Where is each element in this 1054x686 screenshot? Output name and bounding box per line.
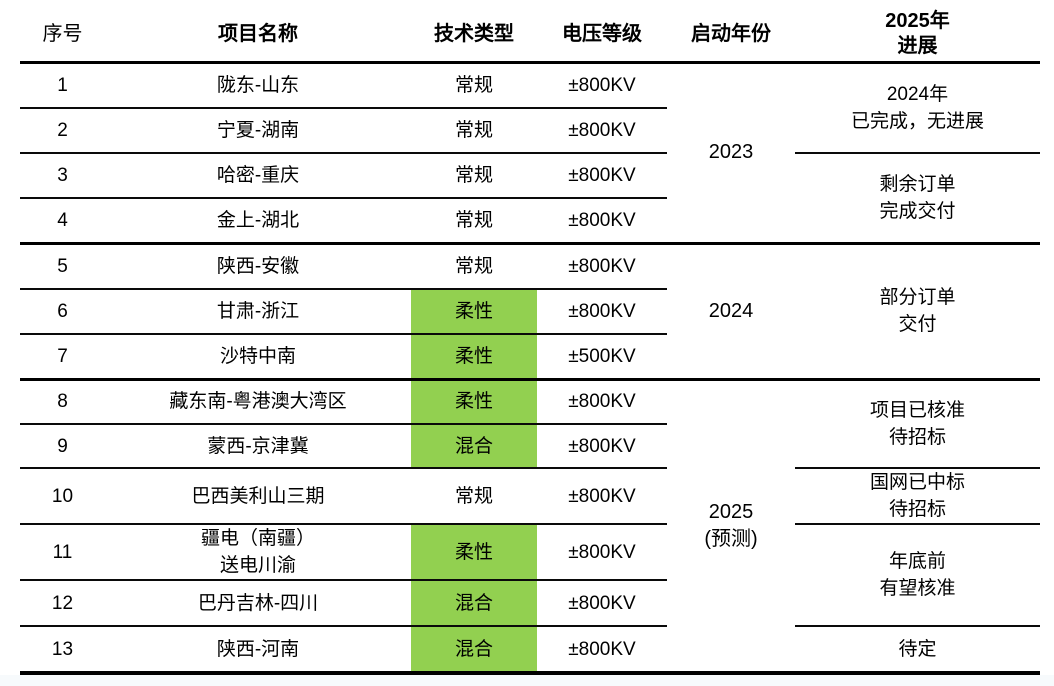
cell-tech-type: 柔性	[411, 289, 537, 335]
cell-project-name: 陕西-安徽	[105, 243, 411, 290]
cell-progress: 年底前 有望核准	[795, 524, 1040, 627]
cell-project-name: 藏东南-粤港澳大湾区	[105, 379, 411, 425]
cell-no: 12	[20, 580, 105, 627]
bottom-strip	[0, 675, 1054, 686]
cell-tech-type: 柔性	[411, 334, 537, 381]
cell-no: 9	[20, 424, 105, 469]
cell-progress: 部分订单 交付	[795, 243, 1040, 381]
cell-voltage: ±800KV	[537, 626, 667, 675]
table-row: 4 金上-湖北 常规 ±800KV	[20, 198, 1040, 245]
col-header-voltage: 电压等级	[537, 8, 667, 64]
cell-project-name: 陕西-河南	[105, 626, 411, 675]
table-row: 7 沙特中南 柔性 ±500KV	[20, 334, 1040, 381]
cell-tech-type: 常规	[411, 243, 537, 290]
table-row: 12 巴丹吉林-四川 混合 ±800KV	[20, 580, 1040, 627]
cell-voltage: ±800KV	[537, 62, 667, 109]
table-row: 9 蒙西-京津冀 混合 ±800KV	[20, 424, 1040, 469]
cell-start-year: 2024	[667, 243, 795, 381]
cell-start-year: 2025 (预测)	[667, 379, 795, 675]
cell-project-name: 陇东-山东	[105, 62, 411, 109]
cell-tech-type: 混合	[411, 580, 537, 627]
cell-progress: 项目已核准 待招标	[795, 379, 1040, 469]
table-row: 10 巴西美利山三期 常规 ±800KV 国网已中标 待招标	[20, 468, 1040, 525]
table-row: 8 藏东南-粤港澳大湾区 柔性 ±800KV 2025 (预测) 项目已核准 待招标	[20, 379, 1040, 675]
cell-voltage: ±800KV	[537, 153, 667, 199]
cell-start-year: 2023	[667, 62, 795, 245]
col-header-index: 序号	[20, 8, 105, 64]
cell-voltage: ±800KV	[537, 468, 667, 525]
cell-tech-type: 柔性	[411, 379, 537, 425]
table-row: 11 疆电（南疆） 送电川渝 柔性 ±800KV 年底前 有望核准	[20, 524, 1040, 627]
table-row: 13 陕西-河南 混合 ±800KV 待定	[20, 626, 1040, 675]
cell-tech-type: 柔性	[411, 524, 537, 581]
cell-project-name: 宁夏-湖南	[105, 108, 411, 154]
cell-progress: 待定	[795, 626, 1040, 675]
cell-project-name: 沙特中南	[105, 334, 411, 381]
cell-no: 11	[20, 524, 105, 581]
cell-no: 5	[20, 243, 105, 290]
cell-project-name: 蒙西-京津冀	[105, 424, 411, 469]
cell-project-name: 哈密-重庆	[105, 153, 411, 199]
cell-tech-type: 常规	[411, 108, 537, 154]
cell-voltage: ±800KV	[537, 524, 667, 581]
uhv-projects-table: 序号 项目名称 技术类型 电压等级 启动年份 2025年 进展 1 陇东-山东 常规…	[20, 8, 1040, 675]
cell-no: 3	[20, 153, 105, 199]
cell-voltage: ±800KV	[537, 243, 667, 290]
cell-no: 7	[20, 334, 105, 381]
cell-progress: 国网已中标 待招标	[795, 468, 1040, 525]
cell-no: 6	[20, 289, 105, 335]
cell-no: 4	[20, 198, 105, 245]
table-row: 6 甘肃-浙江 柔性 ±800KV	[20, 289, 1040, 335]
col-header-tech-type: 技术类型	[411, 8, 537, 64]
table-header: 序号 项目名称 技术类型 电压等级 启动年份 2025年 进展	[20, 8, 1040, 64]
table-row: 2 宁夏-湖南 常规 ±800KV	[20, 108, 1040, 154]
cell-no: 8	[20, 379, 105, 425]
cell-tech-type: 混合	[411, 424, 537, 469]
table-row: 1 陇东-山东 常规 ±800KV 2023 2024年 已完成，无进展	[20, 62, 1040, 245]
cell-voltage: ±800KV	[537, 108, 667, 154]
col-header-project-name: 项目名称	[105, 8, 411, 64]
cell-tech-type: 常规	[411, 153, 537, 199]
cell-voltage: ±800KV	[537, 580, 667, 627]
cell-tech-type: 常规	[411, 198, 537, 245]
cell-project-name: 甘肃-浙江	[105, 289, 411, 335]
cell-project-name: 金上-湖北	[105, 198, 411, 245]
col-header-progress: 2025年 进展	[795, 8, 1040, 64]
cell-no: 1	[20, 62, 105, 109]
header-row: 序号 项目名称 技术类型 电压等级 启动年份 2025年 进展	[20, 8, 1040, 64]
cell-voltage: ±800KV	[537, 379, 667, 425]
table-body: 1 陇东-山东 常规 ±800KV 2023 2024年 已完成，无进展 2 宁夏-湖南 常规 ±…	[20, 62, 1040, 675]
cell-voltage: ±800KV	[537, 198, 667, 245]
cell-voltage: ±500KV	[537, 334, 667, 381]
cell-progress: 剩余订单 完成交付	[795, 153, 1040, 245]
cell-tech-type: 混合	[411, 626, 537, 675]
cell-voltage: ±800KV	[537, 289, 667, 335]
col-header-start-year: 启动年份	[667, 8, 795, 64]
cell-no: 10	[20, 468, 105, 525]
cell-no: 2	[20, 108, 105, 154]
cell-progress: 2024年 已完成，无进展	[795, 62, 1040, 154]
cell-project-name: 巴西美利山三期	[105, 468, 411, 525]
table-row: 5 陕西-安徽 常规 ±800KV 2024 部分订单 交付	[20, 243, 1040, 381]
cell-project-name: 疆电（南疆） 送电川渝	[105, 524, 411, 581]
table-row: 3 哈密-重庆 常规 ±800KV 剩余订单 完成交付	[20, 153, 1040, 245]
cell-tech-type: 常规	[411, 468, 537, 525]
cell-tech-type: 常规	[411, 62, 537, 109]
cell-no: 13	[20, 626, 105, 675]
cell-project-name: 巴丹吉林-四川	[105, 580, 411, 627]
cell-voltage: ±800KV	[537, 424, 667, 469]
